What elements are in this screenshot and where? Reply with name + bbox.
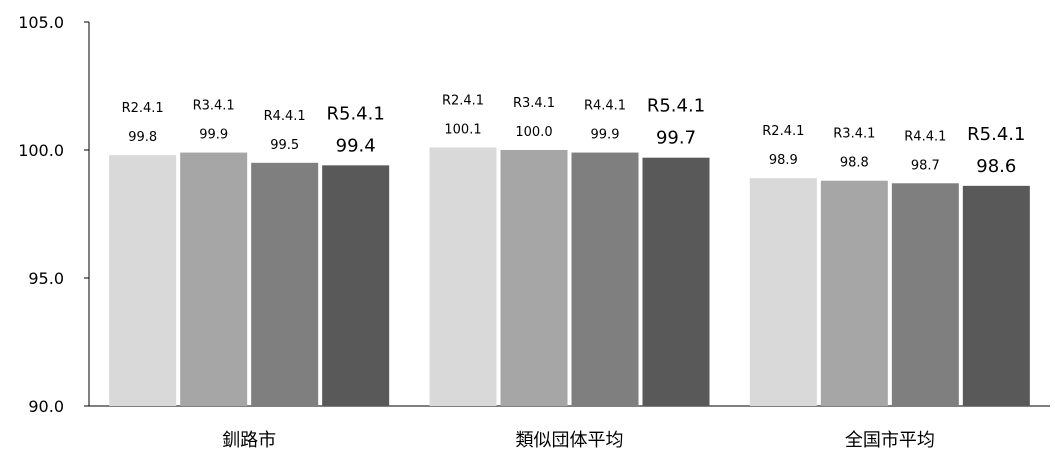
bar-value-label: 99.9 [591,128,620,143]
series-name-label: R3.4.1 [833,127,875,142]
bar [962,185,1030,406]
y-tick-label: 100.0 [18,141,64,160]
bar-value-label: 98.9 [769,153,798,168]
bar-value-label: 98.8 [840,156,869,171]
series-name-label: R2.4.1 [122,101,164,116]
bar [749,178,817,406]
x-category-label: 釧路市 [222,430,276,451]
bars [109,147,1030,406]
bar [251,162,319,406]
bar [322,165,390,406]
series-name-label: R3.4.1 [193,99,235,114]
x-category-label: 全国市平均 [845,430,935,451]
bar-value-label: 98.6 [976,156,1016,177]
y-axis: 90.0 95.0 100.0 105.0 [18,13,90,416]
series-name-label: R4.4.1 [584,99,626,114]
bar-value-label: 100.0 [515,125,552,140]
bar [820,180,888,406]
bar [500,150,568,406]
bar-value-label: 99.5 [270,138,299,153]
bar [429,147,497,406]
bar-value-label: 99.7 [656,128,696,149]
x-axis: 釧路市 類似団体平均 全国市平均 [89,405,1050,451]
bar [109,155,177,406]
y-tick-label: 105.0 [18,13,64,32]
series-name-label: R2.4.1 [762,124,804,139]
bar-value-label: 99.8 [128,130,157,145]
series-name-label: R2.4.1 [442,93,484,108]
bar-value-label: 98.7 [911,158,940,173]
x-category-label: 類似団体平均 [516,430,624,451]
bar-labels: R2.4.1 99.8 R3.4.1 99.9 R4.4.1 99.5 R5.4.1 99.4… [122,93,1026,176]
series-name-label: R3.4.1 [513,96,555,111]
bar-value-label: 99.4 [336,135,376,156]
series-name-label: R5.4.1 [967,124,1025,145]
series-name-label: R4.4.1 [904,129,946,144]
y-tick-label: 95.0 [28,269,64,288]
series-name-label: R5.4.1 [327,103,385,124]
series-name-label: R4.4.1 [264,109,306,124]
bar-value-label: 100.1 [444,122,481,137]
series-name-label: R5.4.1 [647,96,705,117]
y-tick-label: 90.0 [28,397,64,416]
bar [891,183,959,406]
bar [642,157,710,406]
bar [571,152,639,406]
bar-value-label: 99.9 [199,128,228,143]
bar [180,152,248,406]
